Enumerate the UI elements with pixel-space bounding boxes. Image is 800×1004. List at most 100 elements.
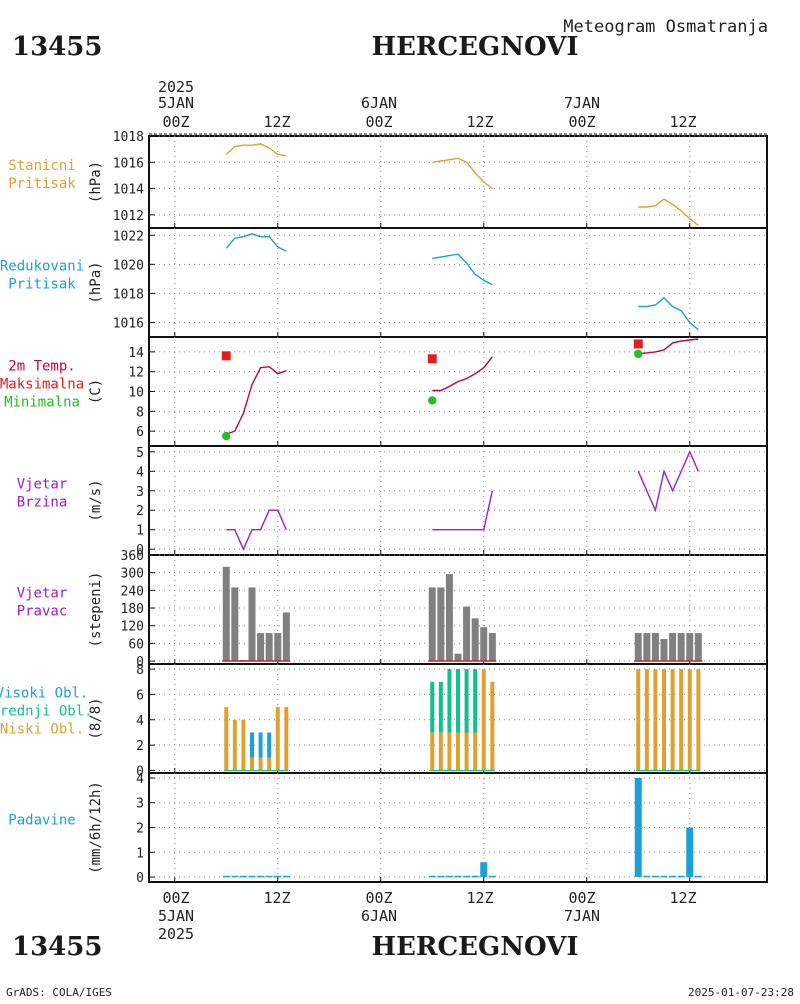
bottom-hour-label: 00Z	[568, 889, 595, 907]
panel-label: Pritisak	[8, 277, 76, 293]
bottom-day-label-7jan: 7JAN	[564, 907, 600, 925]
y-tick-label: 1	[136, 524, 144, 539]
series-line	[432, 253, 493, 286]
bar	[239, 875, 247, 878]
y-tick-label: 180	[121, 602, 144, 617]
header-station-id: 13455	[12, 32, 102, 62]
panel-label: Visoki Obl.	[0, 686, 88, 702]
y-tick-label: 8	[136, 405, 144, 420]
bar	[231, 875, 239, 878]
cloud-bar	[258, 757, 263, 771]
bar	[222, 566, 230, 662]
y-tick-label: 1022	[113, 229, 144, 244]
min-temp-marker	[222, 431, 231, 441]
panels: 1012101410161018(hPa)StanicniPritisak101…	[0, 130, 768, 886]
bar	[488, 875, 496, 878]
max-temp-marker	[427, 354, 437, 364]
series-line	[226, 365, 287, 435]
bottom-day-label-5jan: 5JAN	[158, 907, 194, 925]
y-tick-label: 3	[136, 485, 144, 500]
bar	[669, 875, 677, 878]
y-tick-label: 120	[121, 620, 144, 635]
y-tick-label: 3	[136, 797, 144, 812]
bar	[686, 633, 694, 662]
bottom-year-label: 2025	[158, 925, 194, 943]
y-tick-label: 240	[121, 584, 144, 599]
cloud-bar	[284, 707, 289, 771]
bar	[248, 875, 256, 878]
footer-timestamp: 2025-01-07-23:28	[688, 986, 794, 999]
top-hour-label: 12Z	[263, 113, 290, 131]
cloud-bar	[438, 732, 443, 771]
bar	[248, 587, 256, 662]
bar	[454, 653, 462, 662]
max-temp-marker	[221, 351, 231, 361]
bottom-hour-label: 00Z	[365, 889, 392, 907]
panel-label: Padavine	[8, 813, 75, 829]
cloud-bar	[696, 669, 701, 771]
y-axis-label: (mm/6h/12h)	[88, 781, 104, 874]
panel-label: Niski Obl.	[0, 722, 84, 738]
y-tick-label: 0	[136, 543, 144, 558]
y-tick-label: 12	[128, 366, 144, 381]
bar	[643, 633, 651, 662]
y-tick-label: 1	[136, 846, 144, 861]
bar	[634, 633, 642, 662]
bar	[257, 633, 265, 662]
y-axis-label: (hPa)	[88, 261, 104, 303]
bar	[282, 612, 290, 662]
y-tick-label: 2	[136, 504, 144, 519]
y-tick-label: 4	[136, 772, 144, 787]
y-tick-label: 0	[136, 764, 144, 779]
cloud-bar	[447, 732, 452, 771]
top-day-label-6jan: 6JAN	[361, 94, 397, 112]
y-axis-label: (hPa)	[88, 161, 104, 203]
y-tick-label: 0	[136, 871, 144, 886]
panel-label: Minimalna	[4, 395, 80, 411]
min-temp-marker	[428, 396, 437, 405]
cloud-bar	[241, 719, 246, 771]
y-axis-label: (stepeni)	[88, 572, 104, 648]
footer-station-id: 13455	[12, 932, 102, 962]
bar	[651, 875, 659, 878]
min-temp-marker	[634, 349, 643, 359]
bar	[463, 606, 471, 662]
bar	[660, 638, 668, 662]
bar	[222, 875, 230, 878]
y-tick-label: 14	[128, 346, 144, 361]
top-day-label-5jan: 5JAN	[158, 94, 194, 112]
cloud-bar	[481, 669, 486, 771]
cloud-bar	[258, 732, 263, 758]
bar	[471, 618, 479, 662]
cloud-bar	[473, 732, 478, 771]
cloud-bar	[250, 732, 254, 758]
y-tick-label: 300	[121, 567, 144, 582]
cloud-bar	[430, 681, 435, 733]
bar	[694, 875, 702, 878]
bar	[231, 587, 239, 662]
panel-label: Brzina	[17, 495, 68, 511]
cloud-bar	[653, 669, 658, 771]
cloud-bar	[456, 669, 460, 733]
bar	[677, 875, 685, 878]
panel-label: 2m Temp.	[8, 359, 75, 375]
y-tick-label: 1016	[113, 316, 144, 331]
panel-label: Maksimalna	[0, 377, 84, 393]
y-axis-label: (m/s)	[88, 479, 104, 521]
header-station-name: HERCEGNOVI	[372, 32, 579, 62]
series-line	[432, 157, 493, 190]
panel-label: Vjetar	[17, 586, 68, 602]
y-tick-label: 1016	[113, 156, 144, 171]
cloud-bar	[662, 669, 666, 771]
cloud-bar	[490, 681, 495, 771]
y-tick-label: 6	[136, 425, 144, 440]
top-hour-label: 12Z	[466, 113, 493, 131]
top-year-label: 2025	[158, 78, 194, 96]
y-tick-label: 1018	[113, 287, 144, 302]
cloud-bar	[224, 707, 229, 771]
y-tick-label: 4	[136, 714, 144, 729]
series-line	[432, 490, 493, 531]
y-tick-label: 1012	[113, 209, 144, 224]
